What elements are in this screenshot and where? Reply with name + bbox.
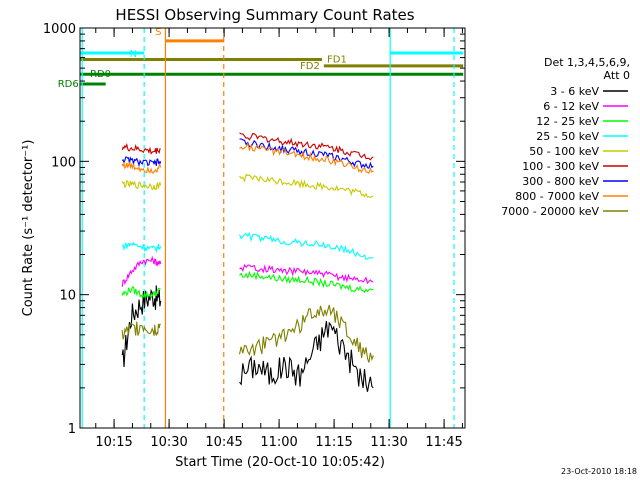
series-line (238, 304, 374, 363)
y-tick-label: 100 (51, 155, 76, 170)
vertical-markers (81, 28, 455, 428)
legend-label: 800 - 7000 keV (515, 190, 599, 203)
x-tick-label: 11:00 (260, 435, 297, 450)
legend: Det 1,3,4,5,6,9,Att 0 3 - 6 keV 6 - 12 keV… (501, 56, 630, 218)
flag-label: S (155, 27, 161, 38)
legend-label: 25 - 50 keV (536, 130, 599, 143)
legend-title: Att 0 (604, 69, 630, 82)
series-line (239, 321, 374, 392)
x-tick-label: 11:30 (370, 435, 407, 450)
y-tick-label: 10 (59, 289, 76, 304)
legend-label: 50 - 100 keV (529, 145, 599, 158)
legend-label: 300 - 800 keV (522, 175, 599, 188)
x-tick-label: 11:15 (315, 435, 352, 450)
series-line (238, 232, 374, 261)
plot-frame (79, 27, 466, 429)
legend-label: 100 - 300 keV (522, 160, 599, 173)
x-tick-label: 10:30 (150, 435, 187, 450)
y-axis-ticks: 1 10 100 1000 (43, 22, 465, 437)
series-line (121, 255, 162, 287)
series-line (121, 142, 161, 155)
series-line (239, 142, 374, 175)
series-line (121, 286, 161, 299)
series-line (121, 321, 161, 340)
chart-title: HESSI Observing Summary Count Rates (115, 6, 414, 24)
x-tick-label: 11:45 (425, 435, 462, 450)
flag-label: FD2 (300, 61, 320, 72)
legend-label: 7000 - 20000 keV (501, 205, 599, 218)
legend-title: Det 1,3,4,5,6,9, (544, 56, 630, 69)
x-axis-ticks: 10:15 10:30 10:45 11:00 11:15 11:30 11:45 (95, 28, 463, 450)
series-line (239, 132, 374, 161)
y-axis-label: Count Rate (s⁻¹ detector⁻¹) (21, 140, 36, 317)
legend-label: 12 - 25 keV (536, 115, 599, 128)
x-axis-label: Start Time (20-Oct-10 10:05:42) (175, 455, 385, 470)
flag-bars: N S FD1 FD2 RD0 RD6 (58, 27, 464, 90)
flag-label: RD6 (58, 79, 79, 90)
x-tick-label: 10:45 (205, 435, 242, 450)
series-line (239, 173, 374, 199)
x-tick-label: 10:15 (95, 435, 132, 450)
series-line (239, 263, 374, 285)
series-line (121, 241, 162, 254)
series-line (239, 270, 374, 294)
y-tick-label: 1 (68, 422, 76, 437)
flag-label: N (130, 49, 137, 60)
legend-label: 3 - 6 keV (550, 85, 599, 98)
legend-label: 6 - 12 keV (543, 100, 599, 113)
plot-series (121, 132, 374, 392)
flag-label: RD0 (90, 69, 111, 80)
series-line (121, 161, 162, 174)
series-line (121, 156, 162, 168)
series-line (121, 180, 162, 191)
y-tick-label: 1000 (43, 22, 76, 37)
footer-date: 23-Oct-2010 18:18 (561, 467, 637, 476)
flag-label: FD1 (327, 55, 347, 66)
